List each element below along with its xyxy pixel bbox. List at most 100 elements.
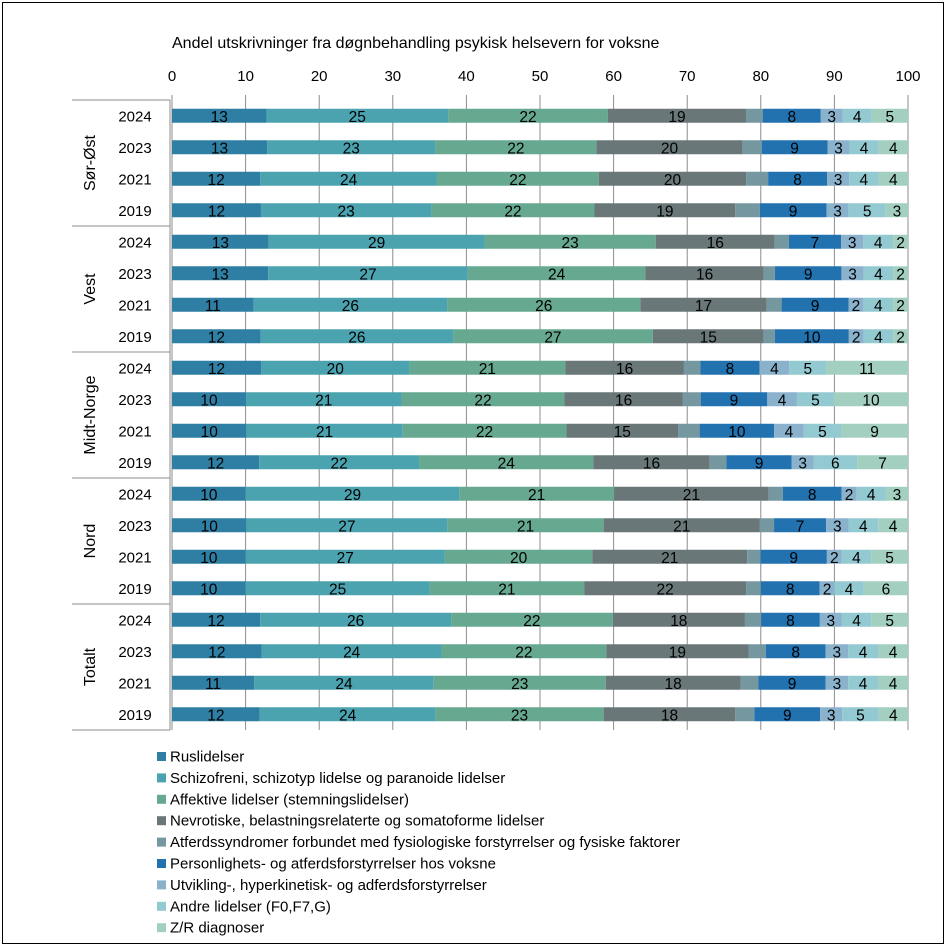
bar-segment — [709, 455, 727, 470]
data-label: 3 — [848, 235, 857, 252]
bar-segment — [762, 108, 821, 123]
bar-segment — [826, 203, 849, 218]
bar-segment — [172, 675, 255, 690]
data-label: 10 — [201, 518, 219, 535]
year-label: 2019 — [118, 581, 151, 598]
data-label: 3 — [827, 109, 836, 126]
bar-segment — [467, 266, 646, 281]
bar-segment — [893, 266, 908, 281]
data-label: 24 — [340, 172, 358, 189]
data-label: 27 — [544, 329, 561, 346]
data-label: 18 — [670, 613, 687, 630]
data-label: 20 — [327, 361, 345, 378]
bar-segment — [172, 518, 247, 533]
data-label: 4 — [859, 644, 868, 661]
year-label: 2023 — [118, 644, 151, 661]
data-label: 22 — [504, 203, 521, 220]
bar-segment — [863, 581, 908, 596]
bar-segment — [268, 234, 485, 249]
data-label: 17 — [695, 298, 712, 315]
data-label: 27 — [338, 518, 355, 535]
group-label: Totalt — [82, 647, 99, 686]
bar-segment — [848, 675, 879, 690]
data-label: 10 — [200, 581, 218, 598]
data-label: 3 — [833, 644, 842, 661]
year-label: 2019 — [118, 707, 151, 724]
x-tick-label: 100 — [895, 68, 920, 85]
bar-segment — [603, 518, 760, 533]
bar-segment — [848, 329, 864, 344]
data-label: 3 — [798, 455, 807, 472]
group-label: Nord — [82, 524, 99, 559]
bar-segment — [871, 108, 908, 123]
data-label: 19 — [656, 203, 673, 220]
bar-segment — [261, 644, 442, 659]
legend-swatch — [157, 816, 166, 826]
bar-segment — [871, 549, 908, 564]
data-label: 2 — [896, 266, 905, 283]
data-label: 3 — [833, 518, 842, 535]
data-label: 9 — [804, 266, 813, 283]
bar-segment — [593, 455, 710, 470]
data-label: 4 — [859, 676, 868, 693]
data-label: 12 — [208, 644, 225, 661]
bar-segment — [774, 329, 849, 344]
bar-segment — [441, 644, 607, 659]
data-label: 13 — [211, 140, 228, 157]
bar-segment — [848, 203, 886, 218]
bar-segment — [435, 140, 597, 155]
data-label: 4 — [889, 518, 898, 535]
data-label: 5 — [811, 392, 820, 409]
bar-segment — [763, 266, 775, 281]
bar-segment — [768, 171, 828, 186]
data-label: 4 — [889, 707, 898, 724]
year-label: 2021 — [118, 171, 151, 188]
data-label: 3 — [833, 676, 842, 693]
data-label: 2 — [896, 298, 905, 315]
bar-segment — [781, 297, 849, 312]
data-label: 4 — [874, 235, 883, 252]
data-label: 21 — [316, 424, 333, 441]
bar-segment — [878, 518, 908, 533]
legend-label: Andre lidelser (F0,F7,G) — [170, 898, 331, 915]
data-label: 16 — [615, 392, 632, 409]
bar-segment — [682, 392, 701, 407]
bar-segment — [431, 203, 595, 218]
legend-label: Utvikling-, hyperkinetisk- og adferdsfor… — [170, 877, 487, 894]
data-label: 8 — [793, 172, 802, 189]
data-label: 13 — [212, 235, 229, 252]
data-label: 2 — [896, 235, 905, 252]
data-label: 11 — [859, 361, 875, 378]
data-label: 5 — [885, 613, 894, 630]
bar-segment — [782, 486, 842, 501]
bar-segment — [759, 518, 775, 533]
data-label: 4 — [860, 172, 869, 189]
data-label: 23 — [338, 203, 355, 220]
data-label: 11 — [205, 298, 221, 315]
data-label: 20 — [510, 550, 528, 567]
x-tick-label: 60 — [605, 68, 622, 85]
bar-segment — [871, 612, 908, 627]
data-label: 10 — [803, 329, 821, 346]
bar-segment — [640, 297, 767, 312]
bar-segment — [612, 612, 745, 627]
data-label: 4 — [785, 424, 794, 441]
bar-segment — [746, 581, 761, 596]
bar-segment — [260, 203, 432, 218]
bar-segment — [564, 392, 683, 407]
data-label: 21 — [479, 361, 496, 378]
data-label: 10 — [201, 424, 219, 441]
bar-segment — [742, 140, 762, 155]
year-label: 2021 — [118, 549, 151, 566]
group-label: Sør-Øst — [82, 134, 99, 191]
data-label: 20 — [664, 172, 682, 189]
data-label: 5 — [804, 361, 813, 378]
bar-segment — [820, 108, 843, 123]
data-label: 8 — [808, 487, 817, 504]
data-label: 3 — [834, 140, 843, 157]
data-label: 8 — [786, 581, 795, 598]
bar-segment — [565, 360, 684, 375]
bar-segment — [863, 297, 894, 312]
